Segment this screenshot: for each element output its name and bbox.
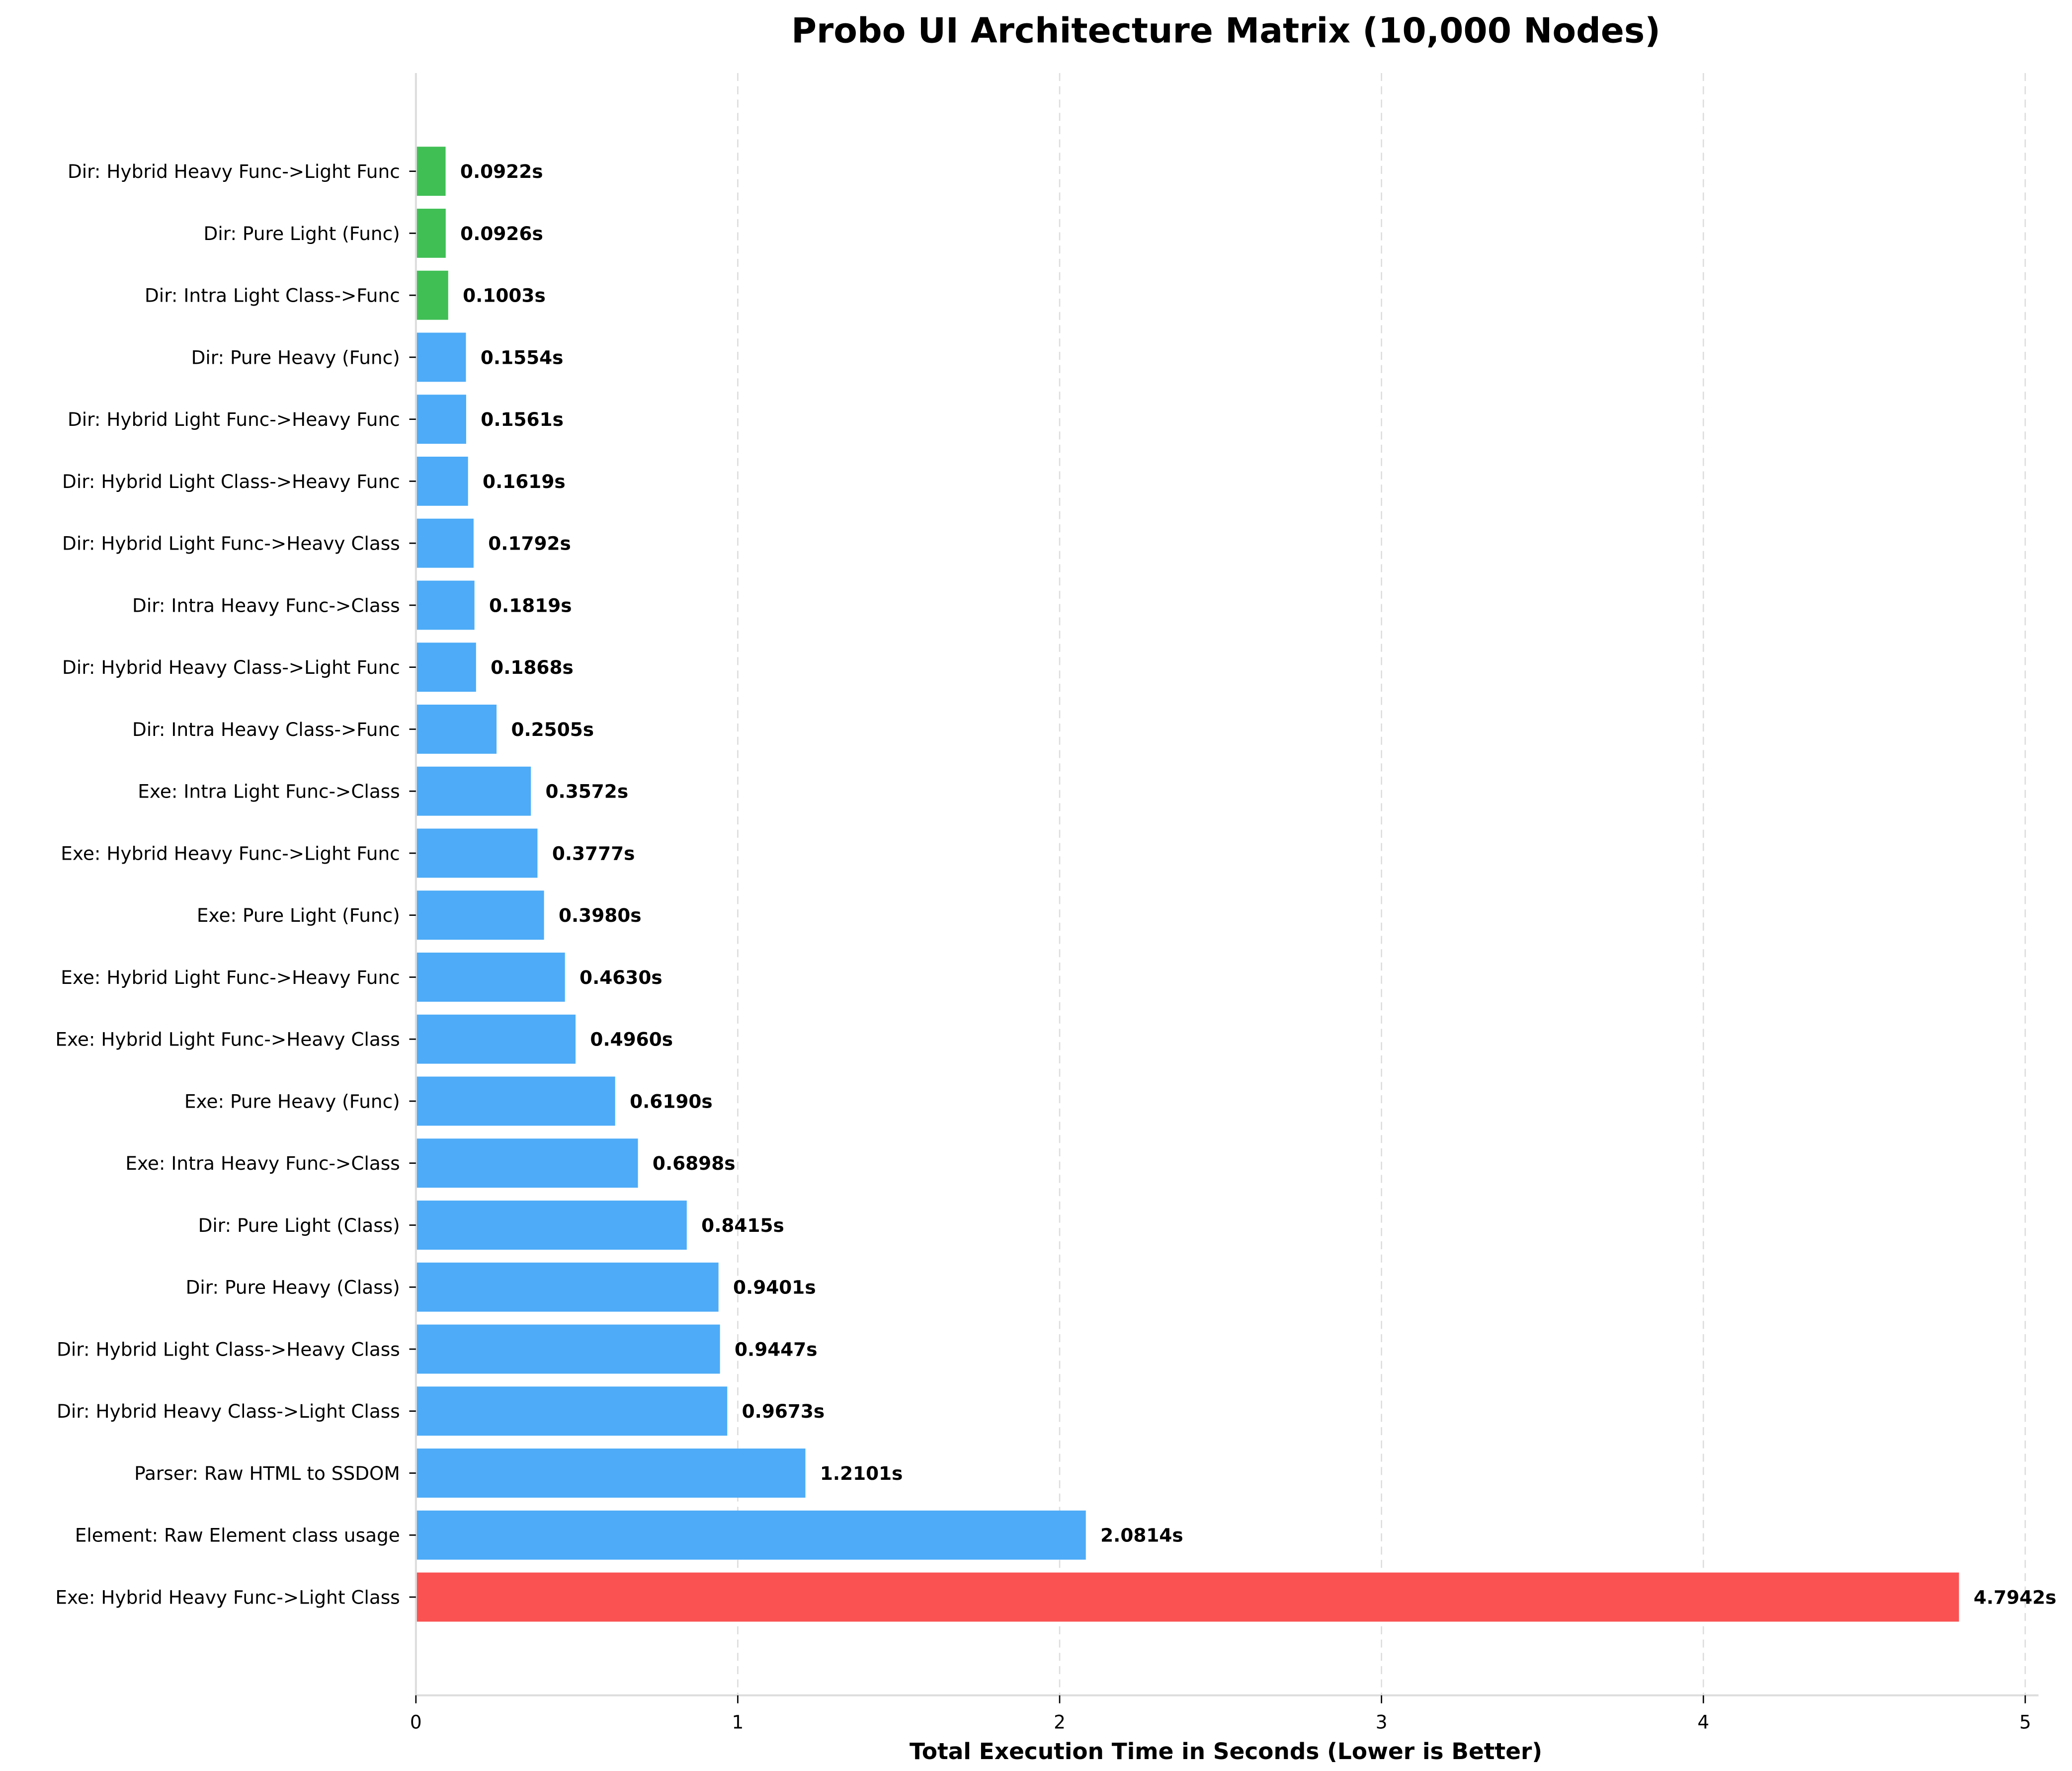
- data-label: 0.9401s: [733, 1277, 816, 1298]
- bar: [415, 766, 531, 816]
- bar: [415, 147, 446, 196]
- y-tick-label: Exe: Intra Heavy Func->Class: [125, 1152, 400, 1174]
- x-tick-label: 5: [2019, 1711, 2031, 1733]
- y-tick-label: Exe: Hybrid Light Func->Heavy Class: [55, 1029, 400, 1050]
- data-label: 0.9673s: [742, 1400, 825, 1422]
- y-tick-label: Dir: Hybrid Heavy Class->Light Func: [62, 656, 400, 678]
- x-tick-label: 1: [732, 1711, 744, 1733]
- bar: [415, 890, 544, 940]
- data-label: 0.9447s: [735, 1338, 818, 1360]
- x-tick-label: 3: [1376, 1711, 1388, 1733]
- y-tick-label: Dir: Pure Light (Class): [198, 1214, 400, 1236]
- data-label: 0.0922s: [460, 161, 543, 182]
- y-tick-labels: Dir: Hybrid Heavy Func->Light Func Dir: P…: [55, 161, 416, 1608]
- bar: [415, 1572, 1959, 1622]
- data-label: 0.6898s: [653, 1152, 736, 1174]
- bar: [415, 1510, 1086, 1560]
- y-tick-label: Dir: Hybrid Heavy Class->Light Class: [57, 1400, 400, 1422]
- y-tick-label: Exe: Hybrid Light Func->Heavy Func: [61, 966, 400, 988]
- bar: [415, 1386, 728, 1436]
- bar: [415, 580, 475, 630]
- bar: [415, 705, 497, 754]
- bars: [415, 147, 1959, 1622]
- y-tick-label: Dir: Pure Heavy (Class): [186, 1277, 400, 1298]
- y-tick-label: Exe: Hybrid Heavy Func->Light Class: [55, 1586, 400, 1608]
- bar: [415, 953, 565, 1002]
- x-axis-label: Total Execution Time in Seconds (Lower i…: [910, 1738, 1542, 1765]
- data-label: 0.1868s: [491, 656, 574, 678]
- data-label: 0.0926s: [460, 223, 543, 244]
- y-tick-label: Exe: Intra Light Func->Class: [138, 781, 400, 803]
- y-tick-label: Exe: Hybrid Heavy Func->Light Func: [61, 842, 400, 864]
- bar: [415, 332, 466, 382]
- x-grid: [737, 73, 2026, 1695]
- data-label: 0.3777s: [552, 842, 635, 864]
- y-tick-label: Dir: Intra Light Class->Func: [145, 285, 400, 307]
- bar: [415, 1324, 720, 1374]
- data-label: 0.1554s: [481, 346, 564, 368]
- bar: [415, 456, 468, 506]
- data-label: 1.2101s: [820, 1462, 903, 1484]
- data-label: 0.4960s: [590, 1029, 673, 1050]
- data-label: 0.1561s: [481, 408, 564, 430]
- data-label: 0.8415s: [701, 1214, 784, 1236]
- y-tick-label: Exe: Pure Heavy (Func): [184, 1090, 400, 1112]
- bar: [415, 1262, 719, 1312]
- x-tick-label: 4: [1697, 1711, 1709, 1733]
- y-tick-label: Dir: Pure Light (Func): [204, 223, 400, 244]
- data-label: 0.3980s: [559, 904, 642, 926]
- bar: [415, 1014, 576, 1064]
- bar: [415, 643, 476, 692]
- y-tick-label: Exe: Pure Light (Func): [197, 904, 400, 926]
- x-tick-label: 2: [1054, 1711, 1066, 1733]
- bar: [415, 518, 474, 568]
- y-tick-label: Dir: Hybrid Light Func->Heavy Class: [62, 533, 400, 555]
- bar: [415, 1449, 806, 1498]
- data-label: 0.1792s: [488, 533, 571, 555]
- y-tick-label: Element: Raw Element class usage: [75, 1525, 400, 1546]
- data-label: 2.0814s: [1100, 1525, 1183, 1546]
- bar: [415, 1138, 638, 1188]
- y-tick-label: Dir: Intra Heavy Class->Func: [132, 719, 400, 740]
- bar: [415, 1201, 687, 1250]
- x-ticks: 0 1 2 3 4 5: [410, 1695, 2031, 1733]
- bar: [415, 395, 466, 444]
- data-label: 0.6190s: [630, 1090, 713, 1112]
- bar: [415, 270, 448, 320]
- x-tick-label: 0: [410, 1711, 422, 1733]
- chart-title: Probo UI Architecture Matrix (10,000 Nod…: [791, 11, 1660, 51]
- y-tick-label: Dir: Intra Heavy Func->Class: [132, 594, 400, 616]
- bar: [415, 828, 538, 878]
- y-tick-label: Dir: Hybrid Light Class->Heavy Func: [62, 471, 400, 492]
- data-label: 0.1619s: [483, 471, 566, 492]
- data-labels: 0.0922s 0.0926s 0.1003s 0.1554s 0.1561s 0.161…: [460, 161, 2057, 1608]
- y-tick-label: Dir: Hybrid Heavy Func->Light Func: [68, 161, 400, 182]
- bar: [415, 1076, 615, 1126]
- y-tick-label: Dir: Pure Heavy (Func): [191, 346, 400, 368]
- data-label: 0.3572s: [546, 781, 629, 803]
- bar: [415, 208, 446, 258]
- data-label: 0.4630s: [580, 966, 663, 988]
- y-tick-label: Dir: Hybrid Light Class->Heavy Class: [57, 1338, 400, 1360]
- data-label: 4.7942s: [1974, 1586, 2057, 1608]
- data-label: 0.2505s: [511, 719, 594, 740]
- y-tick-label: Parser: Raw HTML to SSDOM: [134, 1462, 400, 1484]
- data-label: 0.1003s: [463, 285, 546, 307]
- y-tick-label: Dir: Hybrid Light Func->Heavy Func: [68, 408, 400, 430]
- data-label: 0.1819s: [489, 594, 572, 616]
